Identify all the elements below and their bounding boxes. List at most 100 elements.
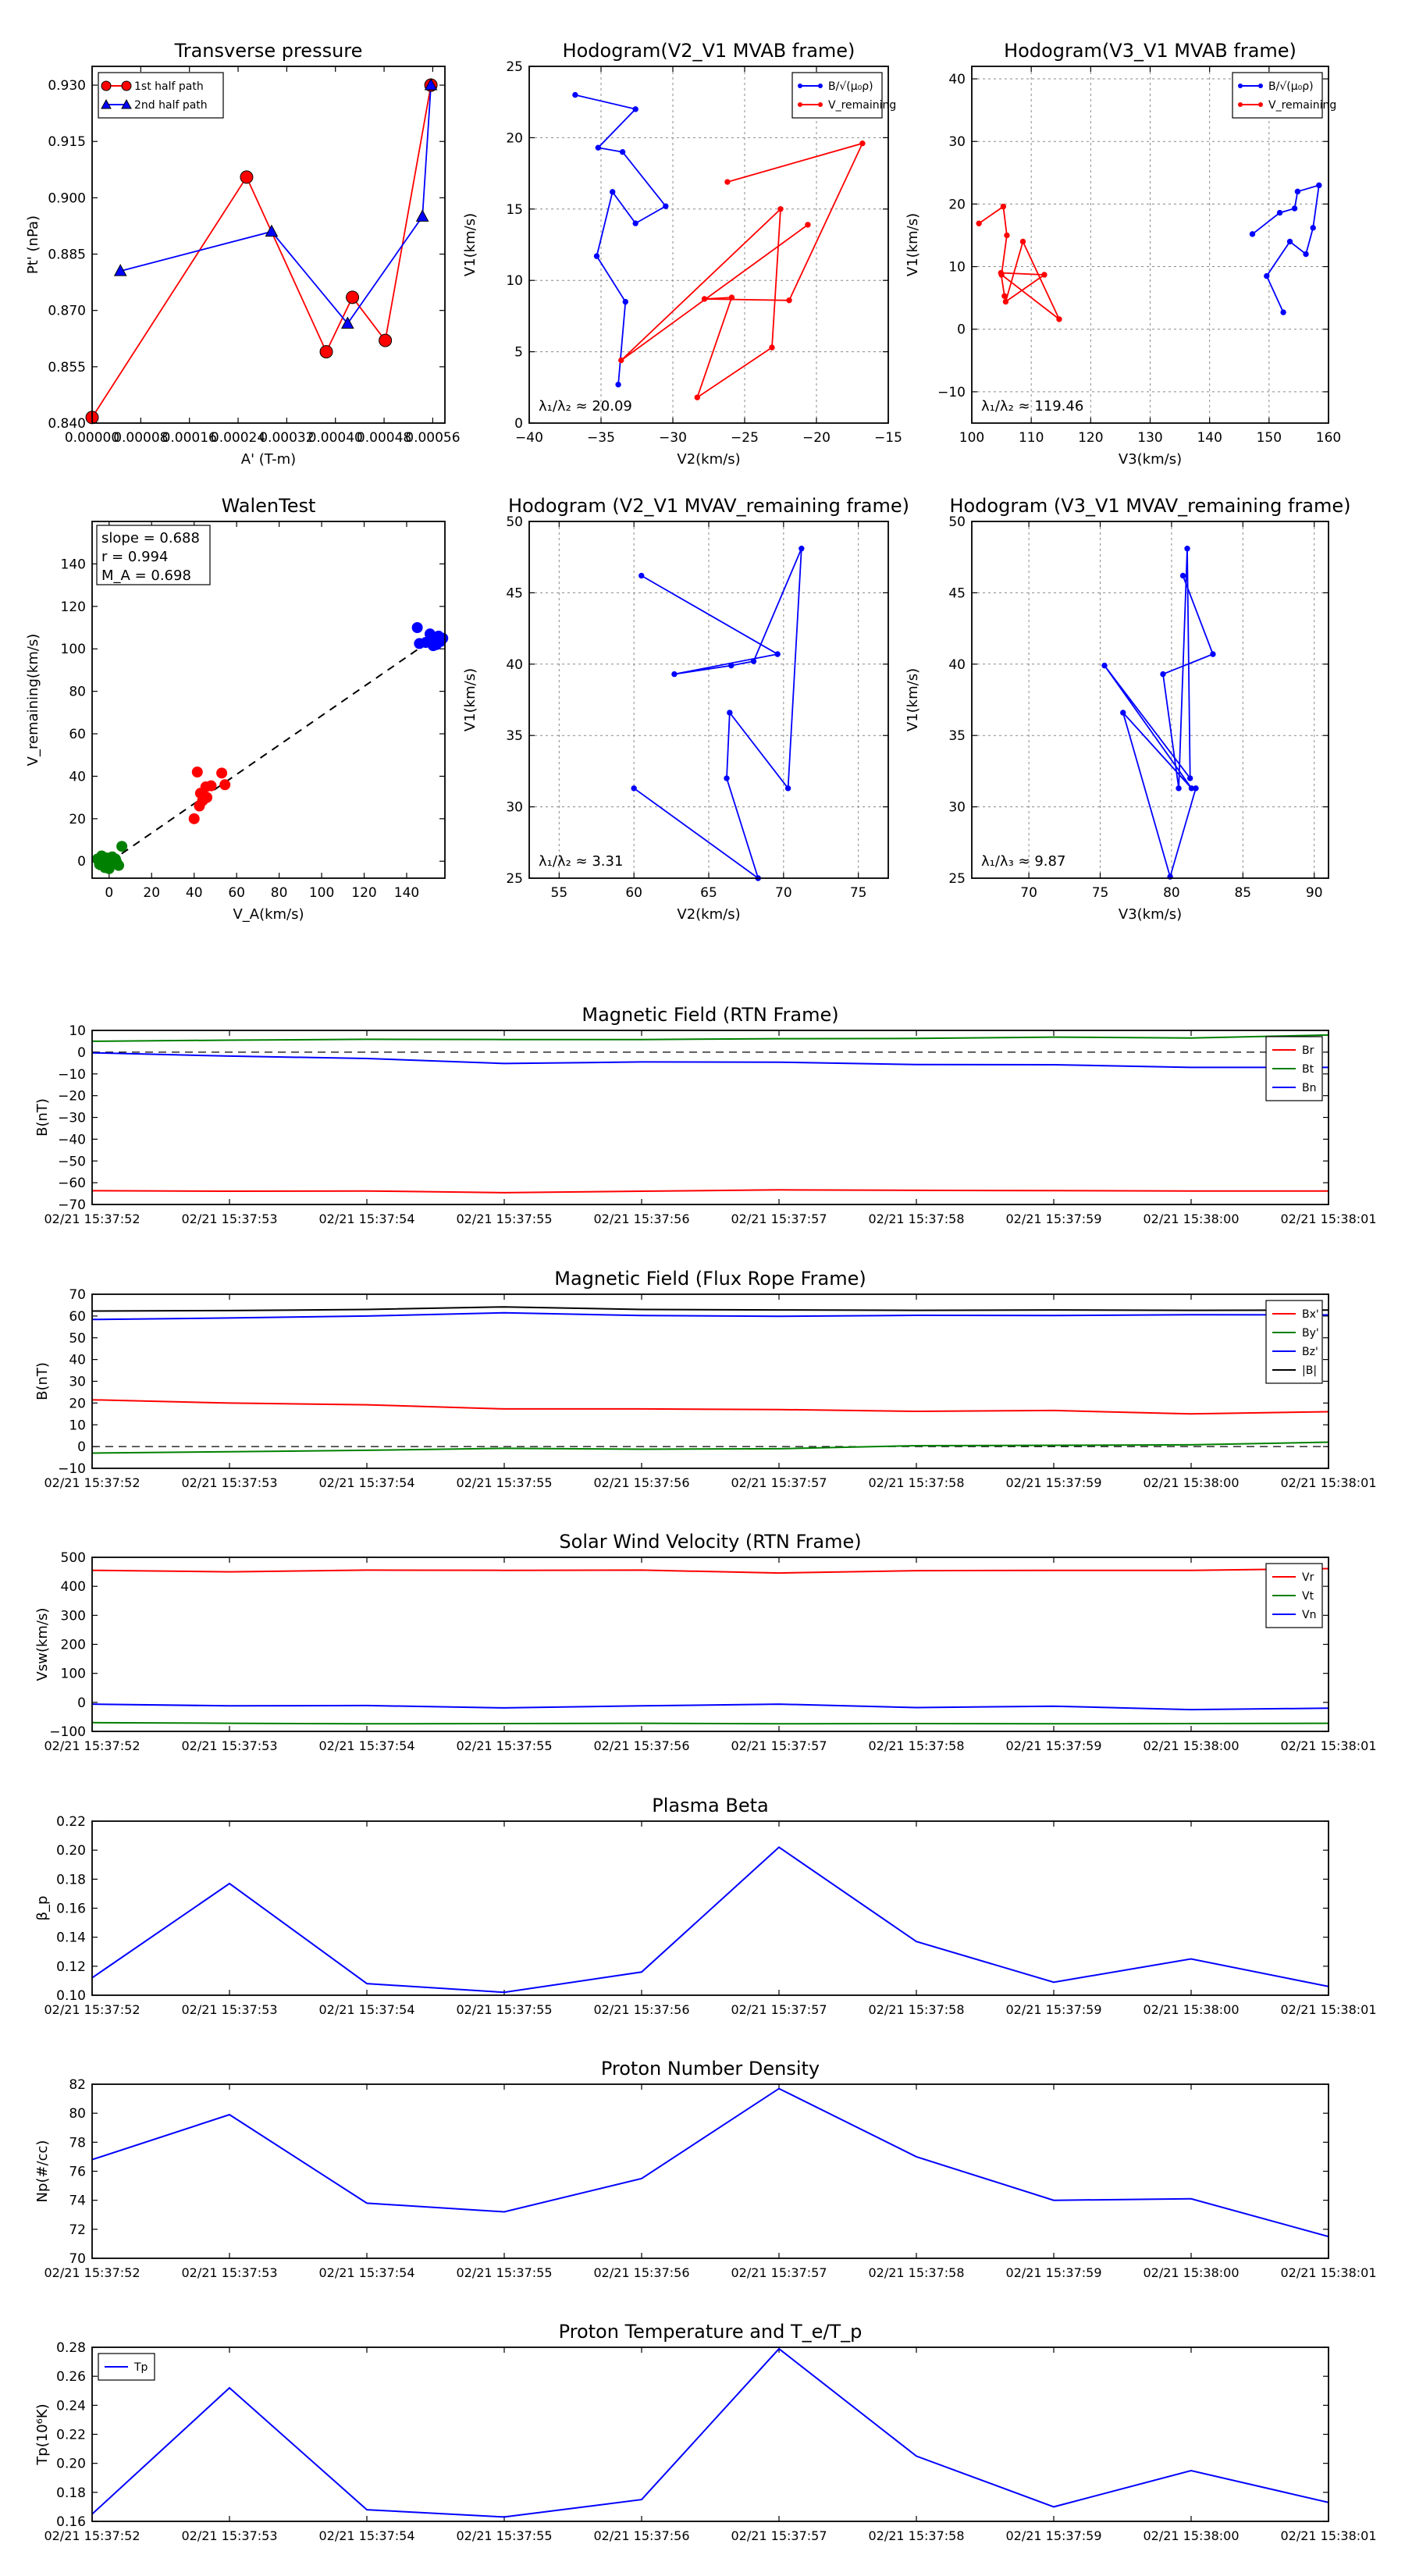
legend-label: B/√(μ₀ρ) (828, 80, 873, 93)
data-point (188, 813, 200, 824)
data-point (1176, 785, 1182, 792)
legend-marker (798, 102, 802, 107)
y-tick-label: 20 (948, 197, 966, 212)
x-tick-label: 0 (105, 885, 113, 901)
plot-area (92, 1846, 1329, 1994)
data-point (663, 203, 669, 209)
data-point (774, 651, 781, 657)
legend-label: 1st half path (134, 80, 204, 93)
chart-4: WalenTest 0 20 40 60 80 100 120 140 0 20 40 60 80 100 1… (25, 495, 449, 923)
x-tick-label: 02/21 15:37:55 (456, 1475, 552, 1490)
y-axis-label: B(nT) (34, 1098, 51, 1137)
plot-area (92, 2087, 1329, 2238)
series-line-2 (92, 1721, 1329, 1725)
legend-marker (1238, 102, 1243, 107)
x-tick-label: 02/21 15:37:58 (868, 2002, 964, 2017)
y-tick-label: 30 (69, 1375, 86, 1390)
chart-6: Hodogram (V3_V1 MVAV_remaining frame) 70 7… (905, 495, 1351, 923)
data-point (113, 859, 125, 871)
x-axis-label: V3(km/s) (1119, 451, 1182, 468)
chart-12: Proton Temperature and T_e/T_p 02/21 15:3… (34, 2321, 1377, 2543)
x-tick-label: 02/21 15:37:57 (731, 2265, 827, 2280)
x-axis-label: A' (T-m) (241, 451, 296, 468)
plot-area (92, 1034, 1329, 1194)
data-point (777, 206, 784, 212)
annotation-text: λ₁/λ₃ ≈ 9.87 (981, 853, 1065, 870)
x-tick-label: 02/21 15:37:53 (181, 1738, 277, 1753)
y-tick-label: 25 (506, 871, 523, 887)
y-tick-label: 40 (948, 657, 966, 673)
y-tick-label: 0.840 (48, 416, 86, 432)
x-tick-label: 90 (1306, 885, 1323, 901)
data-point (1019, 238, 1026, 245)
chart-title: Proton Number Density (601, 2058, 820, 2080)
legend-label: Bt (1302, 1063, 1314, 1076)
y-tick-label: 82 (69, 2077, 86, 2093)
chart-9: Solar Wind Velocity (RTN Frame) 02/21 15:… (34, 1531, 1377, 1753)
x-tick-label: 02/21 15:37:57 (731, 1738, 827, 1753)
x-tick-label: 02/21 15:38:01 (1280, 2265, 1376, 2280)
legend-label: Bz' (1302, 1346, 1318, 1358)
y-axis-label: Np(#/cc) (34, 2140, 51, 2203)
data-point (619, 148, 626, 155)
data-point (1280, 309, 1286, 315)
x-tick-label: 02/21 15:37:52 (44, 1475, 140, 1490)
data-point (1291, 205, 1298, 212)
x-tick-label: 02/21 15:37:58 (868, 1475, 964, 1490)
data-point (727, 710, 733, 716)
x-tick-label: 0.00016 (162, 430, 217, 446)
data-point (632, 106, 638, 112)
data-point (205, 780, 217, 792)
y-tick-label: 10 (506, 273, 523, 289)
legend-label: Vt (1302, 1590, 1314, 1603)
data-point (415, 209, 429, 222)
data-point (1294, 188, 1301, 195)
data-point (1193, 785, 1199, 792)
series-line-2 (621, 142, 864, 400)
data-point (219, 779, 231, 791)
y-axis-label: V1(km/s) (462, 668, 478, 731)
y-tick-label: 0.22 (56, 2428, 86, 2443)
y-tick-label: 0.12 (56, 1959, 86, 1975)
data-point (769, 344, 775, 350)
x-tick-label: 02/21 15:37:57 (731, 2002, 827, 2017)
x-tick-label: 02/21 15:37:54 (318, 1738, 414, 1753)
x-tick-label: 02/21 15:37:52 (44, 1212, 140, 1226)
x-tick-label: 02/21 15:37:55 (456, 1212, 552, 1226)
data-point (615, 381, 621, 388)
y-tick-label: 0 (514, 416, 523, 432)
y-tick-label: 45 (948, 585, 966, 601)
data-point (319, 345, 333, 359)
plot-area (98, 634, 439, 870)
data-point (1264, 272, 1270, 279)
y-axis-label: V1(km/s) (905, 213, 921, 276)
x-tick-label: 120 (1078, 430, 1103, 446)
y-tick-label: 0.22 (56, 1814, 86, 1830)
data-point (1316, 182, 1322, 189)
x-tick-label: 60 (228, 885, 245, 901)
legend-label: 2nd half path (134, 99, 208, 112)
legend-marker (121, 80, 132, 91)
legend-label: Bx' (1302, 1308, 1319, 1321)
plot-frame (91, 1293, 1329, 1469)
x-tick-label: 0.00000 (65, 430, 119, 446)
data-point (786, 297, 792, 304)
data-point (595, 144, 602, 151)
y-tick-label: 0.10 (56, 1988, 86, 2004)
x-tick-label: 02/21 15:37:59 (1005, 1475, 1101, 1490)
y-tick-label: 0 (77, 1439, 86, 1455)
plot-area (92, 1567, 1329, 1725)
annotation-text: slope = 0.688 (101, 530, 200, 546)
data-point (1310, 225, 1316, 231)
data-point (976, 220, 982, 226)
x-tick-label: 02/21 15:38:01 (1280, 2002, 1376, 2017)
chart-8: Magnetic Field (Flux Rope Frame) 02/21 15… (34, 1268, 1377, 1490)
y-tick-label: 70 (69, 1287, 86, 1303)
x-tick-label: 02/21 15:37:59 (1005, 2002, 1101, 2017)
y-tick-label: −30 (58, 1111, 86, 1126)
data-point (424, 77, 438, 91)
x-tick-label: 02/21 15:37:52 (44, 1738, 140, 1753)
y-tick-label: 15 (506, 202, 523, 218)
series-line-1 (633, 548, 802, 878)
y-tick-label: 40 (506, 657, 523, 673)
